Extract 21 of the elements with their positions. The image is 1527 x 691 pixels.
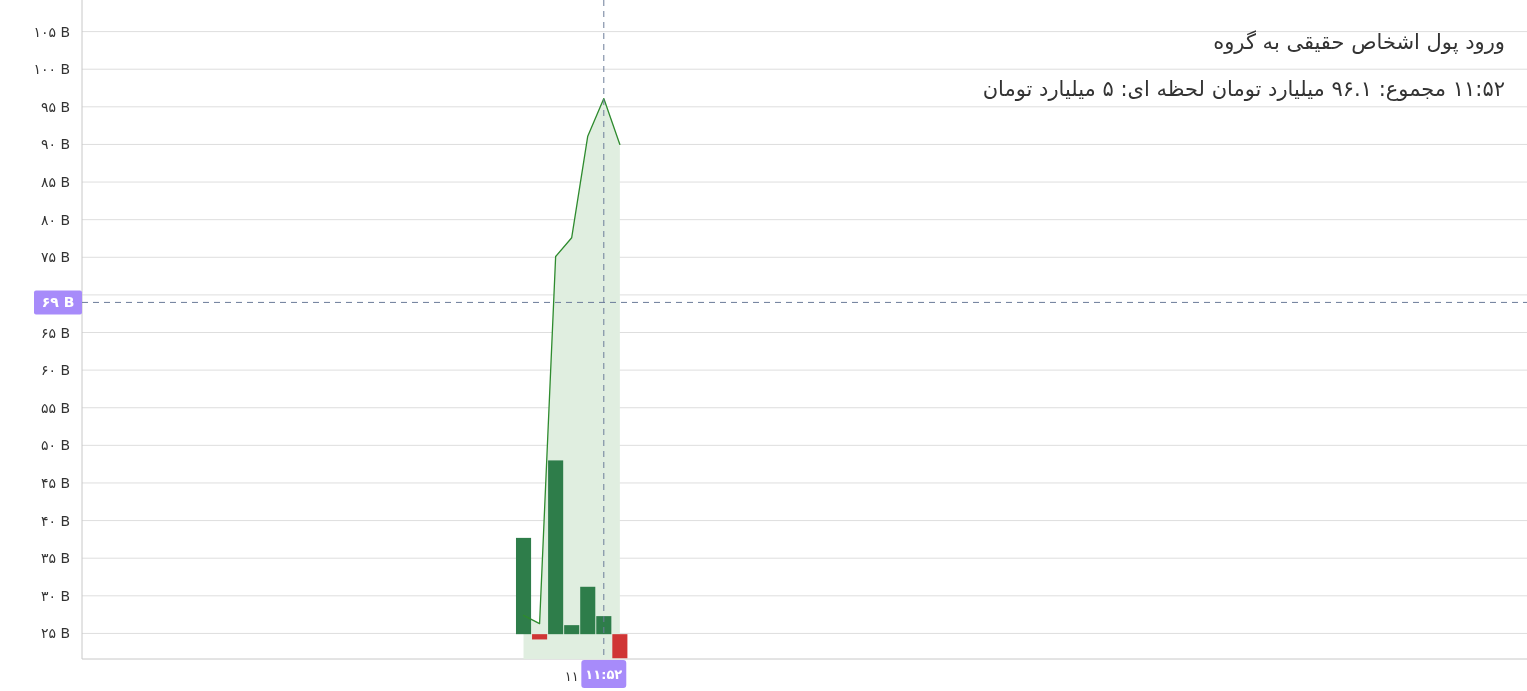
subtitle: ۱۱:۵۲ مجموع: ۹۶.۱ میلیارد تومان لحظه ای: ۵ میلیارد تومان (982, 77, 1505, 101)
title: ورود پول اشخاص حقیقی به گروه (1213, 30, 1505, 54)
y-tick-label: ۳۰ B (40, 587, 70, 604)
y-tick-label: ۵۰ B (40, 437, 70, 454)
y-tick-label: ۳۵ B (40, 550, 70, 567)
y-tick-label: ۷۵ B (40, 249, 70, 266)
y-tick-label: ۶۰ B (40, 362, 70, 379)
y-tick-label: ۴۰ B (40, 512, 70, 529)
y-tick-label: ۵۵ B (40, 399, 70, 416)
y-tick-label: ۹۵ B (40, 98, 70, 115)
y-tick-label: ۹۰ B (40, 136, 70, 153)
y-tick-label: ۶۵ B (40, 324, 70, 341)
y-tick-label: ۱۰۵ B (33, 23, 70, 40)
crosshair-label: ۶۹ B (41, 294, 75, 311)
crosshair-label: ۱۱:۵۲ (585, 666, 623, 682)
x-tick-label: ۱۱ (564, 668, 579, 684)
y-tick-label: ۸۰ B (40, 211, 70, 228)
y-tick-label: ۴۵ B (40, 474, 70, 491)
y-tick-label: ۲۵ B (40, 625, 70, 642)
y-tick-label: ۸۵ B (40, 174, 70, 191)
y-tick-label: ۱۰۰ B (33, 61, 70, 78)
